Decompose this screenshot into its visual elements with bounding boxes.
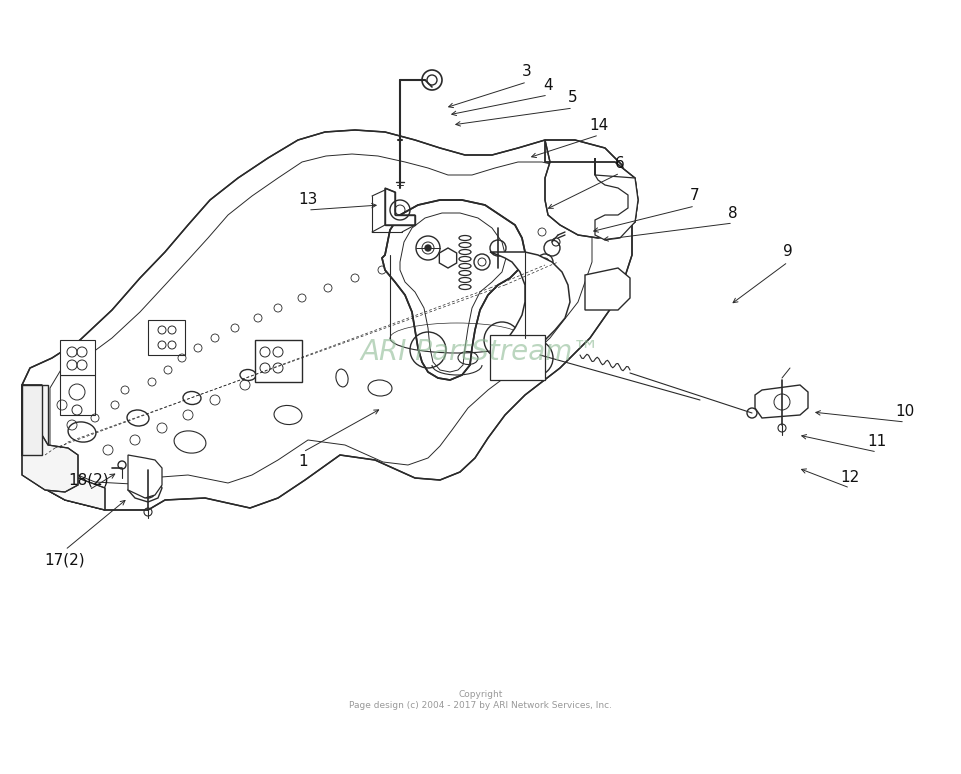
Polygon shape <box>754 385 807 418</box>
Polygon shape <box>128 455 161 498</box>
Text: ARI PartStream™: ARI PartStream™ <box>359 338 600 366</box>
Text: 1: 1 <box>298 454 308 470</box>
Text: 3: 3 <box>522 64 531 80</box>
Text: 6: 6 <box>614 156 625 170</box>
Polygon shape <box>255 340 302 382</box>
Polygon shape <box>489 335 545 380</box>
Polygon shape <box>489 252 570 375</box>
Polygon shape <box>148 320 185 355</box>
Polygon shape <box>60 375 95 415</box>
Circle shape <box>425 245 431 251</box>
Text: 18(2): 18(2) <box>68 472 110 488</box>
Polygon shape <box>22 385 78 492</box>
Polygon shape <box>128 475 161 502</box>
Polygon shape <box>384 188 414 225</box>
Polygon shape <box>439 248 456 268</box>
Text: 4: 4 <box>543 77 553 93</box>
Text: 10: 10 <box>895 405 914 420</box>
Polygon shape <box>382 200 525 380</box>
Polygon shape <box>22 385 105 510</box>
Text: 11: 11 <box>867 434 886 450</box>
Text: 5: 5 <box>568 91 578 105</box>
Polygon shape <box>22 385 48 455</box>
Polygon shape <box>545 140 637 238</box>
Text: 7: 7 <box>689 189 699 204</box>
Polygon shape <box>595 158 637 240</box>
Text: 9: 9 <box>782 245 792 259</box>
Polygon shape <box>22 385 42 455</box>
Text: 13: 13 <box>298 193 317 207</box>
Text: 12: 12 <box>840 471 859 485</box>
Text: Copyright
Page design (c) 2004 - 2017 by ARI Network Services, Inc.: Copyright Page design (c) 2004 - 2017 by… <box>349 690 612 710</box>
Polygon shape <box>584 268 629 310</box>
Polygon shape <box>60 340 95 375</box>
Text: 17(2): 17(2) <box>44 553 86 567</box>
Text: 14: 14 <box>589 118 608 132</box>
Text: 8: 8 <box>727 206 737 221</box>
Polygon shape <box>22 130 631 510</box>
